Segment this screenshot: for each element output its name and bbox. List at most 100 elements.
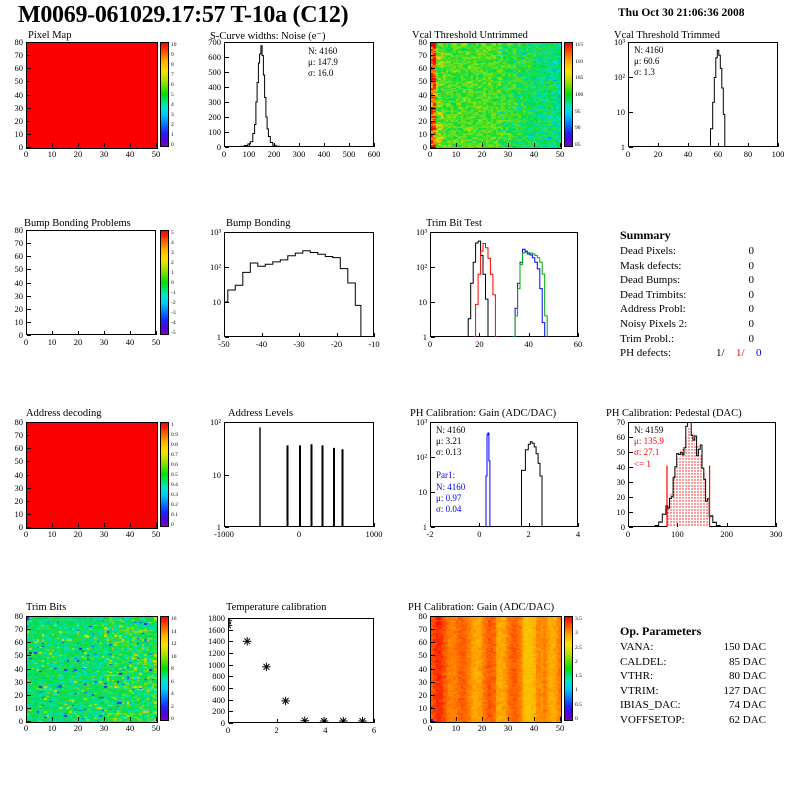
stat-n: N: 4160 <box>308 46 338 56</box>
y-tick <box>27 108 31 109</box>
y-tick-label: 1 <box>620 142 625 152</box>
color-bar-tick-label: 3 <box>171 250 174 256</box>
x-tick <box>26 143 27 147</box>
y-tick <box>431 81 435 82</box>
calibration-report-page: M0069-061029.17:57 T-10a (C12) Thu Oct 3… <box>14 2 790 735</box>
summary-row: Address Probl: 0 <box>620 303 790 318</box>
x-tick-label: 40 <box>529 723 539 733</box>
y-tick-label: 50 <box>14 456 24 467</box>
y-tick-label: 30 <box>14 290 24 301</box>
x-tick-label: 10 <box>47 149 57 159</box>
y-tick <box>229 653 233 654</box>
x-tick-label: 50 <box>151 723 161 733</box>
x-tick <box>578 333 579 337</box>
y-tick <box>27 68 31 69</box>
y-tick-label: 40 <box>418 663 428 674</box>
y-tick-label: 10 <box>418 487 428 497</box>
x-tick-label: 6 <box>371 725 377 735</box>
y-tick-label: 50 <box>418 76 428 87</box>
y-tick-label: 200 <box>208 112 221 122</box>
y-tick <box>431 655 435 656</box>
y-tick <box>27 134 31 135</box>
y-tick <box>225 337 229 338</box>
y-tick-label: 1 <box>422 522 427 532</box>
color-bar-tick-label: -1 <box>171 290 176 296</box>
x-tick-label: 60 <box>573 339 583 349</box>
data-point-marker <box>228 621 233 630</box>
color-bar-tick-label: -3 <box>171 310 176 316</box>
color-bar-tick-label: 0.8 <box>171 442 178 448</box>
x-tick-label: 4 <box>323 725 328 735</box>
op-parameter-value: 150 DAC <box>723 641 766 653</box>
y-tick-label: 10² <box>613 72 625 82</box>
y-tick <box>629 497 633 498</box>
y-tick-label: 300 <box>208 97 221 107</box>
color-bar <box>160 422 169 527</box>
summary-value: 0 <box>748 274 755 287</box>
panel-title: Trim Bit Test <box>426 218 482 229</box>
x-tick-label: -1000 <box>214 529 234 539</box>
y-tick <box>229 723 233 724</box>
panel-title: PH Calibration: Gain (ADC/DAC) <box>408 602 555 613</box>
op-parameter-row: VTHR: 80 DAC <box>620 670 790 685</box>
x-tick <box>748 143 749 147</box>
x-tick <box>456 143 457 147</box>
y-tick-label: 10² <box>415 452 427 462</box>
y-tick <box>27 695 31 696</box>
panel-title: Address decoding <box>26 408 102 419</box>
color-bar-tick-label: 0.6 <box>171 462 178 468</box>
color-bar-tick-label: 6 <box>171 82 174 88</box>
y-tick <box>27 55 31 56</box>
op-parameter-label: CALDEL: <box>620 655 667 668</box>
x-tick <box>130 143 131 147</box>
x-tick <box>718 143 719 147</box>
x-tick-label: 0 <box>23 723 29 733</box>
x-tick-label: 20 <box>73 529 83 539</box>
x-tick <box>224 333 225 337</box>
color-bar-tick-label: 1 <box>171 270 174 276</box>
y-tick-label: 0 <box>422 142 427 152</box>
color-bar-tick-label: 85 <box>575 142 581 148</box>
color-bar-tick-label: 10 <box>171 653 177 660</box>
y-tick-label: 80 <box>14 417 24 427</box>
stat-n: N: 4160 <box>436 425 466 435</box>
y-tick-label: 50 <box>616 447 626 457</box>
y-tick <box>27 655 31 656</box>
y-tick <box>229 630 233 631</box>
y-tick-label: 30 <box>14 102 24 113</box>
x-tick-label: 60 <box>713 149 723 159</box>
x-tick-label: 500 <box>342 149 356 159</box>
x-tick <box>52 331 53 335</box>
y-tick <box>431 695 435 696</box>
op-parameter-row: VANA: 150 DAC <box>620 641 790 656</box>
x-tick <box>274 143 275 147</box>
y-tick <box>431 721 435 722</box>
x-tick <box>430 717 431 721</box>
y-tick-label: 30 <box>418 102 428 113</box>
op-parameter-value: 85 DAC <box>729 655 766 668</box>
stat-n: N: 4160 <box>634 45 664 55</box>
y-tick <box>27 230 31 231</box>
y-tick <box>431 492 435 493</box>
op-parameter-value: 80 DAC <box>729 670 766 683</box>
summary-row: Dead Bumps: 0 <box>620 274 790 289</box>
color-bar-tick-label: 0 <box>171 522 174 528</box>
y-tick <box>229 688 233 689</box>
x-tick-label: 300 <box>769 529 783 539</box>
color-bar-tick-label: 3 <box>171 112 174 118</box>
stat-sigma: σ: 27.1 <box>634 447 660 457</box>
y-tick-label: 60 <box>14 637 24 648</box>
x-tick-label: 0 <box>23 337 29 347</box>
x-tick <box>26 523 27 527</box>
y-tick <box>431 629 435 630</box>
histogram-trace <box>224 427 374 527</box>
summary-value: 0 <box>748 288 755 301</box>
x-tick-label: 2 <box>526 529 531 539</box>
y-tick-label: 20 <box>418 115 428 126</box>
y-tick <box>225 57 229 58</box>
summary-label: Dead Bumps: <box>620 274 681 287</box>
y-tick-label: 0 <box>620 522 625 532</box>
x-tick-label: 100 <box>242 149 256 159</box>
summary-label: Dead Pixels: <box>620 245 676 257</box>
x-tick <box>479 333 480 337</box>
